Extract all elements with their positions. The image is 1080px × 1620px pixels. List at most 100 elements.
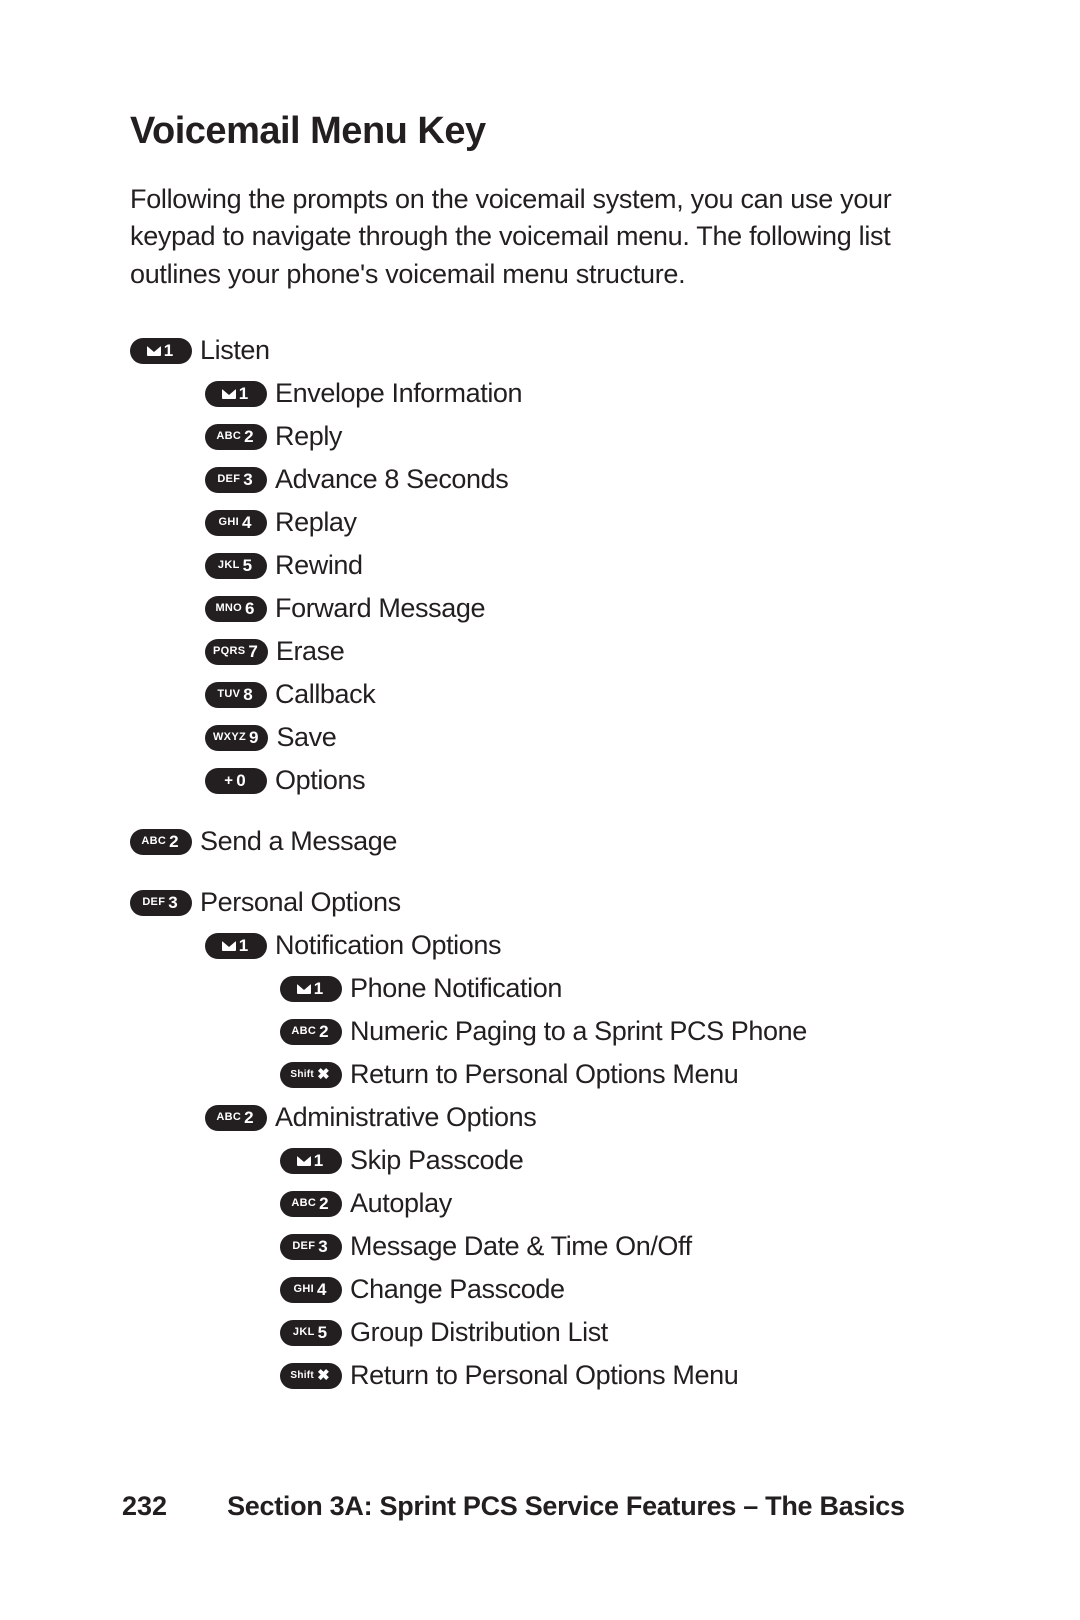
keypad-key-icon: 1 bbox=[205, 381, 267, 407]
key-number: 3 bbox=[318, 1238, 327, 1255]
keypad-key-icon: MNO6 bbox=[205, 596, 267, 622]
keypad-key-icon: ABC2 bbox=[280, 1019, 342, 1045]
intro-paragraph: Following the prompts on the voicemail s… bbox=[130, 181, 960, 293]
key-number: 8 bbox=[243, 686, 252, 703]
keypad-key-icon: DEF3 bbox=[130, 890, 192, 916]
key-subscript: DEF bbox=[142, 897, 165, 908]
x-icon: ✖ bbox=[317, 1067, 330, 1082]
key-subscript: GHI bbox=[219, 517, 239, 528]
key-subscript: PQRS bbox=[213, 646, 245, 657]
keypad-key-icon: 1 bbox=[130, 338, 192, 364]
menu-row: GHI4 Change Passcode bbox=[280, 1274, 960, 1306]
menu-label: Change Passcode bbox=[350, 1274, 565, 1305]
key-subscript: DEF bbox=[217, 474, 240, 485]
key-subscript: WXYZ bbox=[213, 732, 246, 743]
menu-label: Listen bbox=[200, 335, 270, 366]
key-number: 5 bbox=[243, 557, 252, 574]
menu-row: ABC2 Administrative Options bbox=[205, 1102, 960, 1134]
key-number: 2 bbox=[244, 428, 253, 445]
menu-row: PQRS7Erase bbox=[205, 636, 960, 668]
keypad-key-icon: ABC2 bbox=[130, 829, 192, 855]
key-number: 2 bbox=[319, 1023, 328, 1040]
menu-row: GHI4 Replay bbox=[205, 507, 960, 539]
keypad-key-icon: GHI4 bbox=[205, 510, 267, 536]
key-number: 1 bbox=[314, 980, 323, 997]
key-number: 2 bbox=[244, 1109, 253, 1126]
key-number: 7 bbox=[248, 643, 257, 660]
menu-label: Group Distribution List bbox=[350, 1317, 608, 1348]
keypad-key-icon: JKL5 bbox=[280, 1320, 342, 1346]
keypad-key-icon: 1 bbox=[205, 933, 267, 959]
menu-label: Advance 8 Seconds bbox=[275, 464, 508, 495]
menu-row: 1Notification Options bbox=[205, 930, 960, 962]
menu-row: WXYZ9Save bbox=[205, 722, 960, 754]
key-number: 3 bbox=[243, 471, 252, 488]
key-subscript bbox=[147, 346, 161, 356]
menu-label: Return to Personal Options Menu bbox=[350, 1360, 738, 1391]
key-subscript: GHI bbox=[294, 1284, 314, 1295]
key-number: 1 bbox=[164, 342, 173, 359]
keypad-key-icon: Shift✖ bbox=[280, 1062, 342, 1088]
menu-row: JKL5 Group Distribution List bbox=[280, 1317, 960, 1349]
key-number: 1 bbox=[239, 385, 248, 402]
menu-row: MNO6Forward Message bbox=[205, 593, 960, 625]
envelope-icon bbox=[297, 1156, 311, 1166]
key-number: 0 bbox=[236, 772, 245, 789]
menu-label: Return to Personal Options Menu bbox=[350, 1059, 738, 1090]
menu-label: Administrative Options bbox=[275, 1102, 536, 1133]
menu-row: ABC2 Send a Message bbox=[130, 826, 960, 858]
key-subscript: Shift bbox=[290, 1070, 314, 1080]
key-subscript: MNO bbox=[215, 603, 242, 614]
menu-row: 1 Listen bbox=[130, 335, 960, 367]
key-subscript: ABC bbox=[216, 431, 241, 442]
key-number: 2 bbox=[169, 833, 178, 850]
key-subscript bbox=[222, 941, 236, 951]
key-subscript bbox=[297, 984, 311, 994]
menu-row: ABC2Autoplay bbox=[280, 1188, 960, 1220]
key-subscript: ABC bbox=[216, 1112, 241, 1123]
menu-row: +0 Options bbox=[205, 765, 960, 797]
page-footer: 232 Section 3A: Sprint PCS Service Featu… bbox=[122, 1491, 962, 1522]
menu-row: ABC2Numeric Paging to a Sprint PCS Phone bbox=[280, 1016, 960, 1048]
page-content: Voicemail Menu Key Following the prompts… bbox=[130, 110, 960, 1403]
menu-label: Personal Options bbox=[200, 887, 401, 918]
key-number: 4 bbox=[317, 1281, 326, 1298]
key-subscript: + bbox=[224, 773, 233, 788]
menu-row: Shift✖ Return to Personal Options Menu bbox=[280, 1360, 960, 1392]
menu-tree: 1 Listen 1Envelope Information ABC2Reply DEF… bbox=[130, 335, 960, 1392]
menu-label: Phone Notification bbox=[350, 973, 562, 1004]
envelope-icon bbox=[222, 389, 236, 399]
key-subscript bbox=[222, 389, 236, 399]
menu-label: Options bbox=[275, 765, 365, 796]
key-number: 1 bbox=[239, 937, 248, 954]
menu-label: Save bbox=[276, 722, 336, 753]
key-subscript: Shift bbox=[290, 1371, 314, 1381]
menu-row: TUV8 Callback bbox=[205, 679, 960, 711]
menu-label: Skip Passcode bbox=[350, 1145, 523, 1176]
key-subscript: ABC bbox=[141, 836, 166, 847]
keypad-key-icon: ABC2 bbox=[205, 424, 267, 450]
menu-label: Message Date & Time On/Off bbox=[350, 1231, 692, 1262]
menu-label: Autoplay bbox=[350, 1188, 452, 1219]
page-heading: Voicemail Menu Key bbox=[130, 110, 960, 153]
key-number: 1 bbox=[314, 1152, 323, 1169]
keypad-key-icon: PQRS7 bbox=[205, 639, 268, 665]
key-number: 6 bbox=[245, 600, 254, 617]
menu-row: 1 Phone Notification bbox=[280, 973, 960, 1005]
menu-label: Replay bbox=[275, 507, 357, 538]
keypad-key-icon: DEF3 bbox=[280, 1234, 342, 1260]
menu-label: Send a Message bbox=[200, 826, 397, 857]
envelope-icon bbox=[147, 346, 161, 356]
keypad-key-icon: 1 bbox=[280, 976, 342, 1002]
keypad-key-icon: 1 bbox=[280, 1148, 342, 1174]
menu-row: DEF3 Message Date & Time On/Off bbox=[280, 1231, 960, 1263]
menu-row: DEF3 Personal Options bbox=[130, 887, 960, 919]
key-number: 2 bbox=[319, 1195, 328, 1212]
keypad-key-icon: Shift✖ bbox=[280, 1363, 342, 1389]
menu-row: ABC2Reply bbox=[205, 421, 960, 453]
key-subscript: TUV bbox=[217, 689, 240, 700]
menu-row: DEF3 Advance 8 Seconds bbox=[205, 464, 960, 496]
envelope-icon bbox=[297, 984, 311, 994]
menu-row: 1Envelope Information bbox=[205, 378, 960, 410]
menu-label: Callback bbox=[275, 679, 375, 710]
